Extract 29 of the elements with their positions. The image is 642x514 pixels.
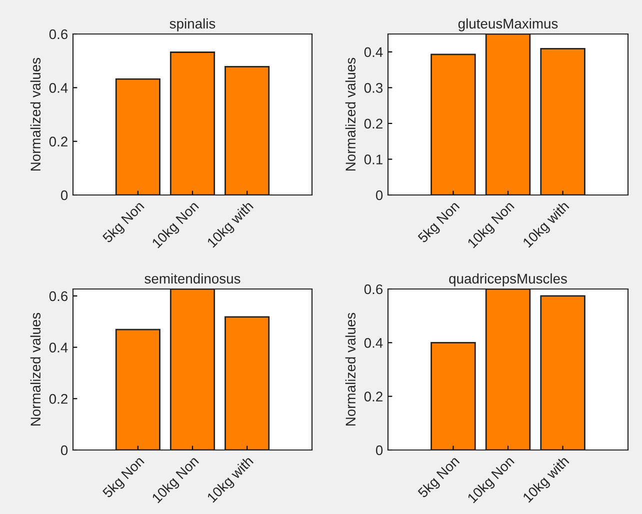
y-tick-label: 0.4: [49, 342, 68, 352]
y-tick-label: 0.3: [364, 83, 383, 93]
y-tick-label: 0: [376, 445, 383, 456]
chart-title: spinalis: [170, 18, 216, 32]
y-tick-label: 0.2: [49, 394, 68, 404]
y-tick-label: 0.4: [364, 338, 383, 348]
y-tick-label: 0: [60, 190, 68, 200]
chart-title: semitendinosus: [144, 273, 240, 284]
y-tick-label: 0.6: [49, 291, 68, 302]
y-tick-label: 0.2: [364, 118, 382, 129]
y-tick-label: 0: [376, 190, 383, 200]
y-tick-label: 0: [60, 445, 68, 456]
chart-title: gluteusMaximus: [458, 18, 558, 32]
y-tick-label: 0.6: [49, 29, 68, 40]
y-axis-title: Normalized values: [30, 312, 41, 426]
y-tick-label: 0.4: [364, 47, 383, 58]
y-tick-label: 0.2: [364, 392, 382, 402]
chart-title: quadricepsMuscles: [449, 273, 567, 286]
x-tick-label: 5kg Non: [102, 455, 146, 500]
y-axis-title: Normalized values: [345, 58, 356, 170]
y-axis-title: Normalized values: [30, 58, 41, 170]
x-tick-label: 5kg Non: [417, 200, 462, 246]
y-tick-label: 0.2: [49, 136, 68, 147]
y-axis-title: Normalized values: [345, 312, 356, 426]
y-tick-label: 0.1: [364, 154, 382, 164]
y-tick-label: 0.4: [49, 83, 68, 93]
x-tick-label: 5kg Non: [417, 455, 462, 500]
y-tick-label: 0.6: [364, 284, 383, 294]
x-tick-label: 5kg Non: [102, 200, 146, 246]
